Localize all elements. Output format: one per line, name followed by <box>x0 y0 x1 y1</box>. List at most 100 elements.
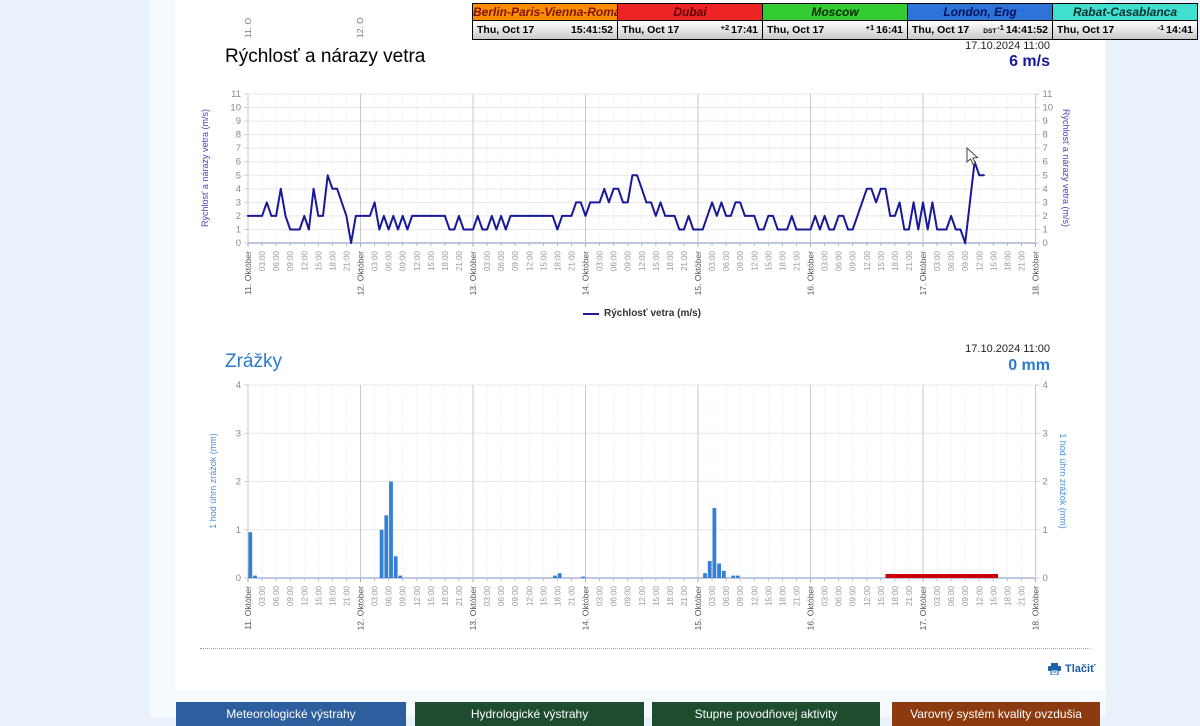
svg-text:03:00: 03:00 <box>708 585 717 606</box>
clock-time-row: Thu, Oct 17 +2 17:41 <box>618 21 762 39</box>
svg-text:3: 3 <box>236 197 241 208</box>
clock-utc-offset: +1 <box>865 22 875 32</box>
svg-text:13. Október: 13. Október <box>468 586 478 631</box>
svg-text:6: 6 <box>236 157 241 168</box>
wind-chart-timestamp: 17.10.2024 11:00 <box>965 40 1050 52</box>
precip-chart-timestamp: 17.10.2024 11:00 <box>965 343 1050 355</box>
svg-text:06:00: 06:00 <box>610 585 619 606</box>
svg-text:15:00: 15:00 <box>427 250 436 271</box>
svg-text:06:00: 06:00 <box>835 585 844 606</box>
svg-text:06:00: 06:00 <box>497 585 506 606</box>
clock-date: Thu, Oct 17 <box>767 24 825 36</box>
svg-text:03:00: 03:00 <box>596 250 605 271</box>
svg-text:09:00: 09:00 <box>736 250 745 271</box>
svg-text:21:00: 21:00 <box>680 585 689 606</box>
wind-chart-legend[interactable]: Rýchlosť vetra (m/s) <box>248 308 1036 319</box>
precip-yaxis-title-left: 1 hod úhrn zrážok (mm) <box>208 433 218 529</box>
svg-text:15. Október: 15. Október <box>693 251 703 296</box>
svg-text:12:00: 12:00 <box>525 585 534 606</box>
svg-text:11: 11 <box>231 89 241 100</box>
svg-text:0: 0 <box>1043 238 1048 249</box>
svg-text:06:00: 06:00 <box>947 250 956 271</box>
svg-text:12:00: 12:00 <box>413 585 422 606</box>
svg-text:09:00: 09:00 <box>961 585 970 606</box>
svg-text:13. Október: 13. Október <box>468 251 478 296</box>
wind-legend-label: Rýchlosť vetra (m/s) <box>603 308 702 319</box>
svg-text:06:00: 06:00 <box>385 585 394 606</box>
svg-text:09:00: 09:00 <box>624 585 633 606</box>
svg-text:15:00: 15:00 <box>652 250 661 271</box>
footer-button-2[interactable]: Stupne povodňovej aktivity <box>652 702 880 726</box>
svg-text:10: 10 <box>1043 103 1054 114</box>
svg-text:12. Október: 12. Október <box>356 251 366 296</box>
svg-text:06:00: 06:00 <box>722 585 731 606</box>
svg-text:09:00: 09:00 <box>511 250 520 271</box>
svg-text:12:00: 12:00 <box>638 250 647 271</box>
clock-time-row: Thu, Oct 17 15:41:52 <box>473 21 617 39</box>
svg-text:15:00: 15:00 <box>877 585 886 606</box>
svg-text:17. Október: 17. Október <box>918 586 928 631</box>
svg-text:2: 2 <box>236 477 241 488</box>
svg-text:18:00: 18:00 <box>553 585 562 606</box>
footer-button-1[interactable]: Hydrologické výstrahy <box>415 702 644 726</box>
svg-text:12:00: 12:00 <box>975 585 984 606</box>
world-clock-widget: Berlin-Paris-Vienna-Roma Thu, Oct 17 15:41… <box>472 3 1198 40</box>
clock-date: Thu, Oct 17 <box>912 24 970 36</box>
svg-text:03:00: 03:00 <box>371 585 380 606</box>
svg-text:18:00: 18:00 <box>441 585 450 606</box>
clock-column: Dubai Thu, Oct 17 +2 17:41 <box>618 4 763 39</box>
clock-time: 16:41 <box>876 24 903 36</box>
svg-text:03:00: 03:00 <box>821 585 830 606</box>
clock-city-header: London, Eng <box>908 4 1052 21</box>
svg-text:06:00: 06:00 <box>385 250 394 271</box>
print-link[interactable]: Tlačiť <box>1048 663 1095 675</box>
svg-text:03:00: 03:00 <box>933 250 942 271</box>
svg-text:3: 3 <box>1043 428 1048 439</box>
clock-date: Thu, Oct 17 <box>477 24 535 36</box>
clock-time: 15:41:52 <box>570 24 613 36</box>
clock-date: Thu, Oct 17 <box>1057 24 1115 36</box>
svg-text:6: 6 <box>1043 157 1048 168</box>
footer-button-3[interactable]: Varovný systém kvality ovzdušia <box>892 702 1100 726</box>
svg-text:03:00: 03:00 <box>371 250 380 271</box>
svg-text:06:00: 06:00 <box>497 250 506 271</box>
svg-text:4: 4 <box>236 380 241 391</box>
svg-text:11: 11 <box>1043 89 1053 100</box>
svg-text:12:00: 12:00 <box>300 585 309 606</box>
svg-text:16. Október: 16. Október <box>806 586 816 631</box>
clock-city-header: Moscow <box>763 4 907 21</box>
clock-utc-offset: -1 <box>1157 22 1165 32</box>
svg-text:11. Október: 11. Október <box>243 251 253 295</box>
svg-text:15:00: 15:00 <box>539 250 548 271</box>
svg-text:0: 0 <box>236 238 241 249</box>
clock-column: Berlin-Paris-Vienna-Roma Thu, Oct 17 15:41… <box>473 4 618 39</box>
svg-text:06:00: 06:00 <box>610 250 619 271</box>
svg-text:06:00: 06:00 <box>272 250 281 271</box>
clock-city-header: Rabat-Casablanca <box>1053 4 1197 21</box>
svg-text:21:00: 21:00 <box>1017 585 1026 606</box>
svg-text:12:00: 12:00 <box>525 250 534 271</box>
svg-text:14. Október: 14. Október <box>581 251 591 296</box>
clock-utc-offset: +2 <box>720 22 730 32</box>
svg-text:18:00: 18:00 <box>328 250 337 271</box>
footer-button-0[interactable]: Meteorologické výstrahy <box>176 702 406 726</box>
svg-text:06:00: 06:00 <box>722 250 731 271</box>
clock-utc-offset: -1 <box>997 22 1004 32</box>
wind-chart-title: Rýchlosť a nárazy vetra <box>225 46 426 67</box>
remnant-x-label: 11. O <box>243 17 253 38</box>
svg-text:12:00: 12:00 <box>975 250 984 271</box>
svg-text:15:00: 15:00 <box>764 585 773 606</box>
svg-text:18:00: 18:00 <box>441 250 450 271</box>
clock-time-row: Thu, Oct 17 -1 14:41 <box>1053 21 1197 39</box>
svg-text:09:00: 09:00 <box>286 250 295 271</box>
clock-city-header: Berlin-Paris-Vienna-Roma <box>473 4 617 21</box>
clock-time: 14:41 <box>1166 24 1193 36</box>
svg-text:7: 7 <box>1043 143 1048 154</box>
svg-text:3: 3 <box>1043 197 1048 208</box>
precip-chart: 0 0 1 1 2 2 3 3 4 4 11. Október 03:00 06:00 09:00 12:0… <box>236 380 1048 631</box>
clock-column: Moscow Thu, Oct 17 +1 16:41 <box>763 4 908 39</box>
svg-text:03:00: 03:00 <box>821 250 830 271</box>
svg-text:03:00: 03:00 <box>596 585 605 606</box>
svg-text:15:00: 15:00 <box>652 585 661 606</box>
